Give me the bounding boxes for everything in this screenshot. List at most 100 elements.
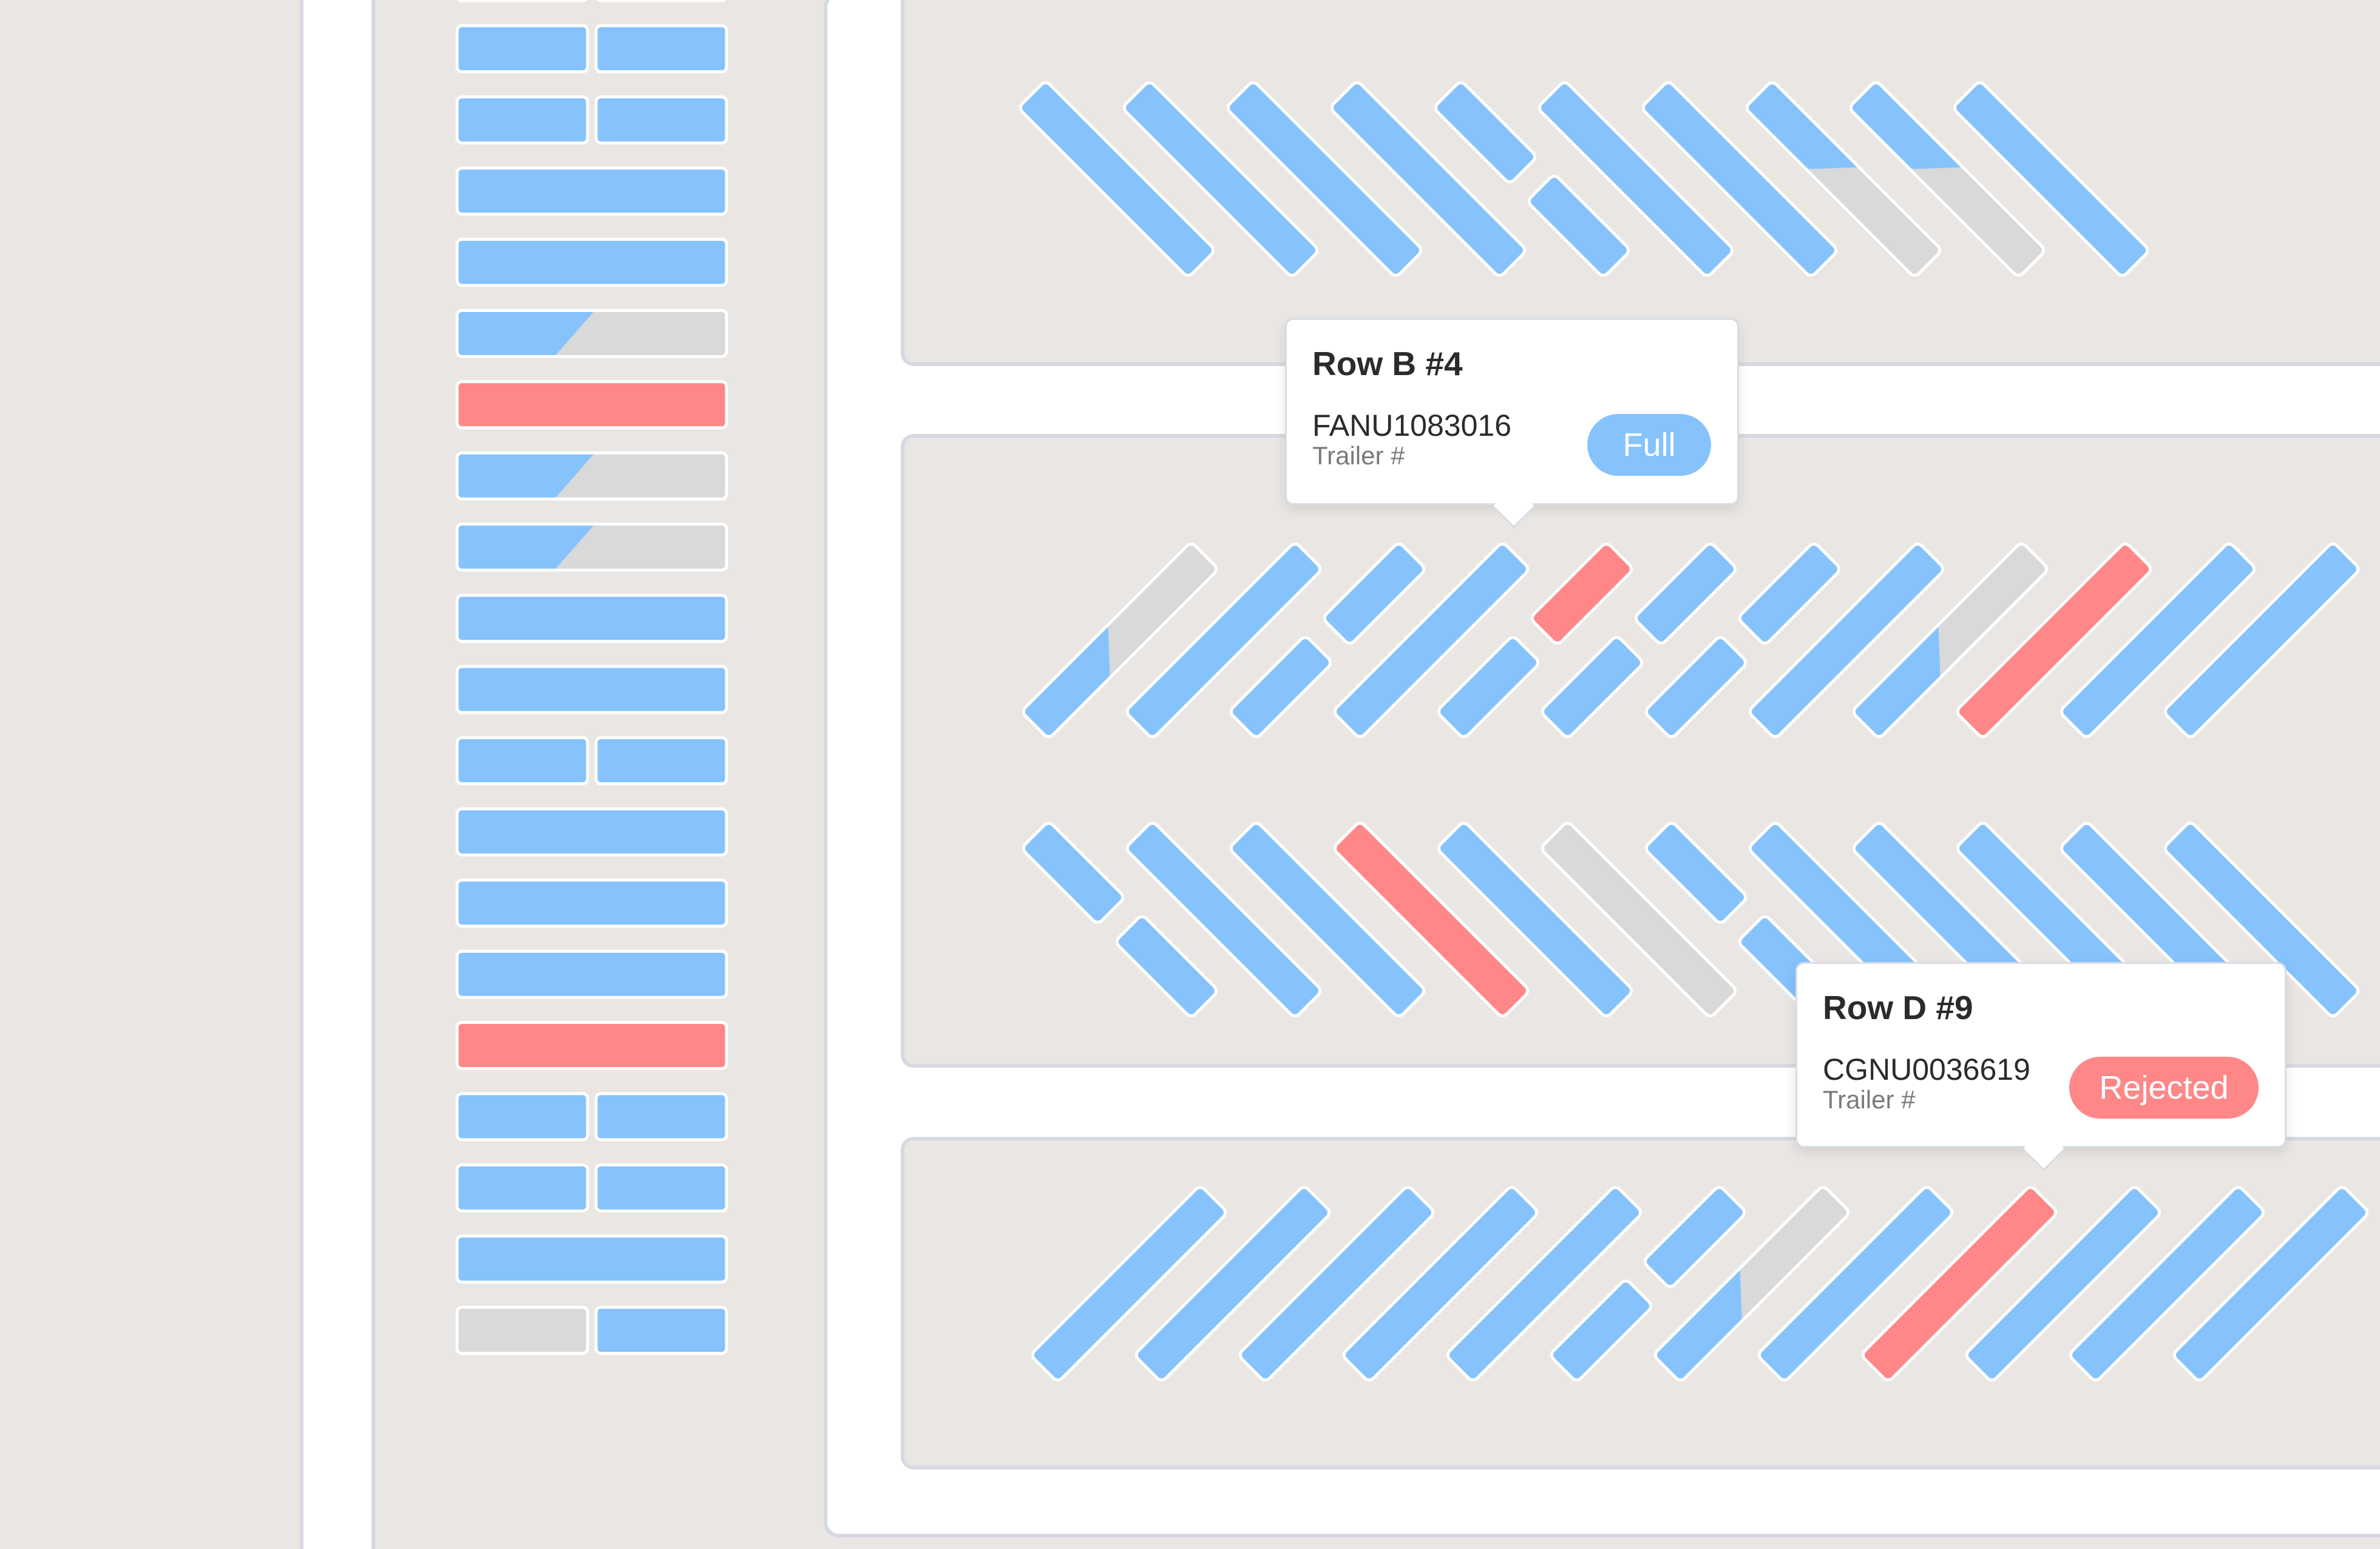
parking-slot <box>455 1021 728 1070</box>
parking-slot <box>1635 543 1737 645</box>
parking-slot-row <box>455 309 728 358</box>
parking-slot <box>1642 81 1837 277</box>
status-badge-full: Full <box>1587 414 1711 476</box>
parking-slot <box>455 309 728 358</box>
trailer-tooltip-row-b: Row B #4 FANU1083016 Trailer # Full <box>1285 318 1739 529</box>
parking-slot <box>1123 81 1318 277</box>
parking-slot-row <box>457 0 727 2</box>
parking-slot-row <box>455 1163 728 1213</box>
parking-slot <box>1323 543 1425 645</box>
parking-slot <box>1853 543 2048 738</box>
parking-slot <box>1531 543 1633 645</box>
parking-slot <box>1116 915 1218 1017</box>
parking-slot-row <box>455 451 728 501</box>
parking-slot-row <box>455 736 728 785</box>
trailer-id: FANU1083016 <box>1312 408 1512 442</box>
parking-slot <box>1541 636 1643 738</box>
parking-slot-row <box>455 380 728 430</box>
tooltip-title: Row D #9 <box>1823 989 1973 1026</box>
parking-slot <box>596 0 727 2</box>
parking-slot-row <box>455 1234 728 1284</box>
parking-slot <box>455 166 728 216</box>
parking-slot <box>2060 543 2256 738</box>
parking-slot <box>1126 543 1321 738</box>
parking-slot <box>1645 822 1747 924</box>
parking-slot-row <box>455 1092 728 1142</box>
parking-slot <box>455 1092 589 1142</box>
parking-slot <box>594 95 728 145</box>
parking-slot <box>594 1306 728 1355</box>
parking-slot <box>455 1306 589 1355</box>
parking-slot-row <box>455 878 728 928</box>
parking-slot <box>1434 81 1536 183</box>
parking-slot <box>1227 81 1422 277</box>
parking-slot <box>1746 81 1941 277</box>
parking-slot <box>2173 1186 2368 1381</box>
parking-slot <box>1862 1186 2057 1381</box>
parking-slot <box>1230 822 1425 1017</box>
trailer-tooltip-row-d: Row D #9 CGNU0036619 Trailer # Rejected <box>1795 962 2287 1171</box>
parking-slot <box>455 949 728 999</box>
parking-slot-row <box>455 807 728 857</box>
parking-slot <box>455 522 728 572</box>
parking-slot <box>455 665 728 714</box>
parking-slot-row <box>455 237 728 287</box>
parking-slot-row <box>455 24 728 73</box>
parking-slot <box>1849 81 2045 277</box>
parking-slot-row <box>455 1021 728 1070</box>
parking-slot <box>1239 1186 1434 1381</box>
parking-slot <box>1126 822 1321 1017</box>
parking-slot <box>1965 1186 2161 1381</box>
parking-slot <box>1437 636 1539 738</box>
parking-slot <box>594 1092 728 1142</box>
parking-slot <box>455 451 728 501</box>
parking-slot <box>455 594 728 643</box>
diagonal-row-d <box>1031 1186 2368 1381</box>
parking-slot <box>594 24 728 73</box>
parking-slot <box>1528 175 1630 277</box>
parking-slot-row <box>455 522 728 572</box>
parking-slot <box>1019 81 1215 277</box>
parking-slot <box>1749 543 1944 738</box>
parking-slot-row <box>455 665 728 714</box>
parking-slot <box>1645 636 1747 738</box>
diagonal-row-b <box>1022 543 2359 738</box>
trailer-label: Trailer # <box>1823 1085 1916 1114</box>
parking-slot <box>455 807 728 857</box>
parking-slot <box>455 1163 589 1213</box>
parking-slot <box>455 878 728 928</box>
parking-slot <box>594 1163 728 1213</box>
parking-slot <box>1230 636 1332 738</box>
road-vertical <box>300 0 375 1549</box>
parking-slot <box>1550 1280 1652 1381</box>
parking-slot <box>1446 1186 1642 1381</box>
parking-slot-row <box>455 1306 728 1355</box>
diagonal-parking-rows <box>1019 81 2368 1381</box>
tooltip-title: Row B #4 <box>1312 345 1463 382</box>
parking-slot <box>1031 1186 1227 1381</box>
parking-slot-row <box>455 166 728 216</box>
vertical-parking-row <box>455 0 728 1355</box>
parking-slot <box>2164 543 2359 738</box>
parking-lots <box>901 0 2380 1469</box>
parking-slot <box>1654 1186 1849 1381</box>
parking-slot <box>455 1234 728 1284</box>
parking-slot <box>1331 81 1526 277</box>
parking-slot <box>455 736 589 785</box>
parking-slot <box>457 0 588 2</box>
parking-slot <box>1334 822 1529 1017</box>
parking-slot <box>2069 1186 2265 1381</box>
trailer-label: Trailer # <box>1312 441 1405 470</box>
parking-slot <box>1022 822 1124 924</box>
parking-slot-row <box>455 95 728 145</box>
parking-slot <box>1437 822 1633 1017</box>
trailer-id: CGNU0036619 <box>1823 1052 2030 1086</box>
parking-slot <box>2164 822 2359 1017</box>
parking-slot <box>455 380 728 430</box>
parking-slot <box>1758 1186 1953 1381</box>
parking-slot <box>1644 1186 1746 1288</box>
parking-slot <box>455 24 589 73</box>
parking-slot <box>1953 81 2149 277</box>
